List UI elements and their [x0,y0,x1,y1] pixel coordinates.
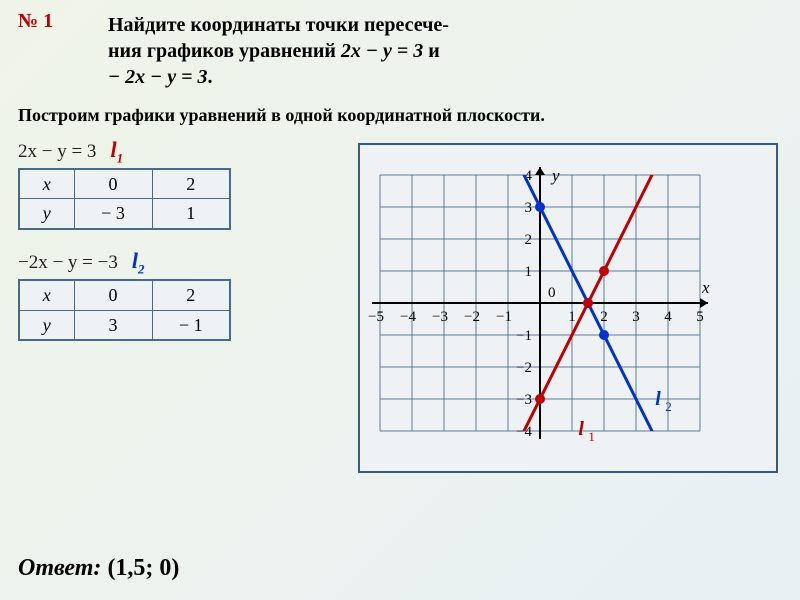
coordinate-plot: −5−4−3−2−112345−4−3−2−112340xyl2l1 [358,143,778,473]
svg-text:5: 5 [696,309,704,325]
svg-text:y: y [550,166,560,185]
answer: Ответ: (1,5; 0) [18,555,179,582]
l2-y-header: y [19,310,74,340]
l1-y-header: y [19,199,74,229]
svg-text:−3: −3 [516,392,532,408]
l1-table: x 0 2 y − 3 1 [18,168,231,230]
l2-equation: −2x − y = −3 [18,252,118,274]
l2-x1: 2 [152,280,230,310]
svg-text:1: 1 [525,264,533,280]
problem-number: № 1 [18,10,53,33]
l2-label: l2 [132,248,145,277]
l1-x0: 0 [74,169,152,199]
svg-text:−5: −5 [368,309,384,325]
svg-text:−2: −2 [464,309,480,325]
svg-text:2: 2 [525,232,533,248]
l2-y1: − 1 [152,310,230,340]
l1-x1: 2 [152,169,230,199]
l2-x-header: x [19,280,74,310]
answer-label: Ответ: [18,555,101,581]
l2-x0: 0 [74,280,152,310]
l2-table: x 0 2 y 3 − 1 [18,279,231,341]
l1-label: l1 [110,137,123,166]
svg-text:−1: −1 [516,328,532,344]
svg-text:2: 2 [600,309,608,325]
task-line2a: ния графиков уравнений [108,40,341,62]
svg-text:−3: −3 [432,309,448,325]
svg-text:x: x [701,278,710,297]
l1-block: 2x − y = 3 l1 x 0 2 y − 3 1 [18,137,328,230]
task-line1: Найдите координаты точки пересече- [108,14,449,36]
svg-text:−1: −1 [496,309,512,325]
subtitle: Построим графики уравнений в одной коорд… [18,104,782,127]
svg-text:3: 3 [632,309,640,325]
svg-text:4: 4 [664,309,672,325]
task-line3-end: . [208,66,213,88]
svg-text:1: 1 [568,309,576,325]
l1-y1: 1 [152,199,230,229]
svg-text:3: 3 [525,200,533,216]
svg-text:−4: −4 [516,424,532,440]
svg-text:−2: −2 [516,360,532,376]
task-line2b: и [423,40,440,62]
content-area: 2x − y = 3 l1 x 0 2 y − 3 1 [18,137,782,537]
svg-text:2: 2 [665,399,672,414]
l1-equation: 2x − y = 3 [18,141,96,163]
tables-column: 2x − y = 3 l1 x 0 2 y − 3 1 [18,137,328,360]
task-eq1: 2x − y = 3 [341,40,423,62]
answer-value: (1,5; 0) [107,555,179,581]
l2-block: −2x − y = −3 l2 x 0 2 y 3 − 1 [18,248,328,341]
task-eq2: − 2x − y = 3 [108,66,208,88]
svg-text:−4: −4 [400,309,416,325]
svg-text:0: 0 [548,285,556,301]
l1-x-header: x [19,169,74,199]
svg-text:1: 1 [588,429,595,444]
l1-y0: − 3 [74,199,152,229]
svg-text:l: l [655,388,661,410]
svg-text:l: l [578,418,584,440]
task-text: Найдите координаты точки пересече- ния г… [108,12,782,90]
l2-y0: 3 [74,310,152,340]
